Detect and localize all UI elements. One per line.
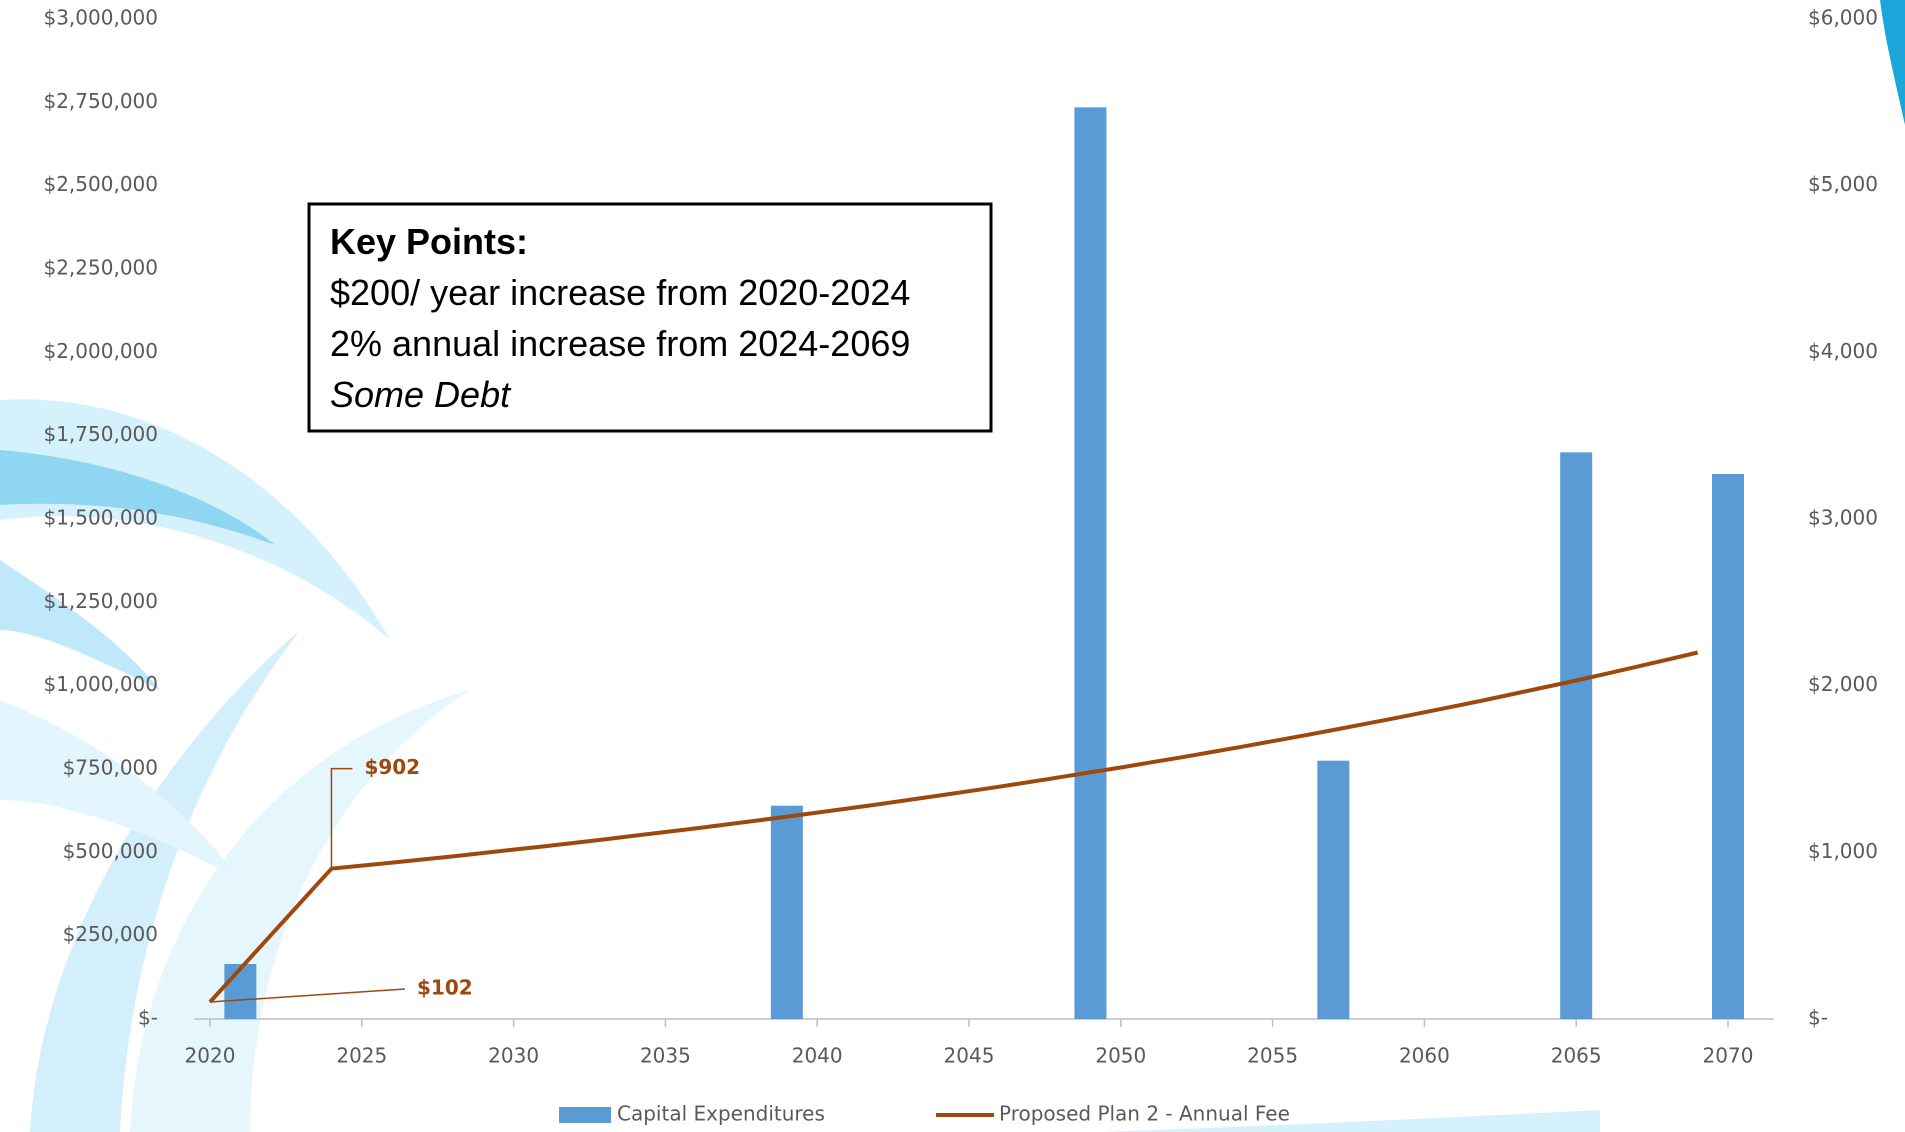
swirl — [130, 690, 470, 1132]
leader-line — [209, 988, 406, 1003]
data-label: $102 — [417, 976, 473, 1000]
corner-accent — [1880, 0, 1905, 125]
y-tick-label: $3,000,000 — [43, 6, 158, 30]
swirl — [0, 700, 240, 880]
y-tick-label: $1,000,000 — [43, 672, 158, 696]
bar — [224, 964, 257, 1019]
annotation-line: Some Debt — [330, 374, 512, 415]
y2-tick-label: $2,000 — [1808, 672, 1878, 696]
y2-tick-label: $- — [1808, 1006, 1828, 1030]
x-tick-label: 2035 — [640, 1044, 691, 1068]
y2-tick-label: $4,000 — [1808, 339, 1878, 363]
y-tick-label: $2,250,000 — [43, 256, 158, 280]
annotation-box — [307, 202, 993, 433]
y-tick-label: $2,750,000 — [43, 89, 158, 113]
y-tick-label: $1,500,000 — [43, 506, 158, 530]
x-tick-label: 2060 — [1399, 1044, 1450, 1068]
x-tick-label: 2040 — [792, 1044, 843, 1068]
x-tick-label: 2055 — [1247, 1044, 1298, 1068]
x-tick-label: 2025 — [336, 1044, 387, 1068]
data-label: $902 — [364, 755, 420, 779]
legend-swatch — [559, 1107, 611, 1123]
annotation-title: Key Points: — [330, 221, 528, 262]
x-tick-label: 2065 — [1551, 1044, 1602, 1068]
annotation-line: 2% annual increase from 2024-2069 — [330, 323, 910, 364]
bar — [1712, 474, 1744, 1019]
swirl — [0, 450, 275, 545]
y-tick-label: $500,000 — [63, 839, 158, 863]
y2-tick-label: $5,000 — [1808, 172, 1878, 196]
legend-label: Proposed Plan 2 - Annual Fee — [999, 1102, 1290, 1126]
bar — [770, 805, 803, 1019]
y-tick-label: $750,000 — [63, 756, 158, 780]
line — [208, 650, 1699, 1004]
y-tick-label: $250,000 — [63, 922, 158, 946]
key-points-box: Key Points: $200/ year increase from 202… — [307, 202, 993, 433]
y-tick-label: $1,250,000 — [43, 589, 158, 613]
bar — [1317, 760, 1350, 1019]
swirl — [0, 560, 160, 690]
x-tick-label: 2030 — [488, 1044, 539, 1068]
x-tick-label: 2045 — [944, 1044, 995, 1068]
x-tick-label: 2070 — [1703, 1044, 1754, 1068]
x-tick-label: 2050 — [1095, 1044, 1146, 1068]
leader-line — [330, 767, 353, 869]
swirl — [1100, 1110, 1600, 1132]
x-tick-label: 2020 — [185, 1044, 236, 1068]
y-tick-label: $1,750,000 — [43, 422, 158, 446]
y2-tick-label: $1,000 — [1808, 839, 1878, 863]
annotation-line: $200/ year increase from 2020-2024 — [330, 272, 910, 313]
legend-label: Capital Expenditures — [617, 1102, 825, 1126]
swirl — [30, 630, 300, 1132]
bar — [1560, 452, 1593, 1019]
y-tick-label: $- — [138, 1006, 158, 1030]
y2-tick-label: $6,000 — [1808, 6, 1878, 30]
plot-area: $- $250,000 $500,000 $750,000 $1,000,000 $1,2… — [43, 6, 1878, 1068]
y-tick-label: $2,000,000 — [43, 339, 158, 363]
y-tick-label: $2,500,000 — [43, 172, 158, 196]
bar — [1074, 107, 1107, 1020]
y2-tick-label: $3,000 — [1808, 506, 1878, 530]
